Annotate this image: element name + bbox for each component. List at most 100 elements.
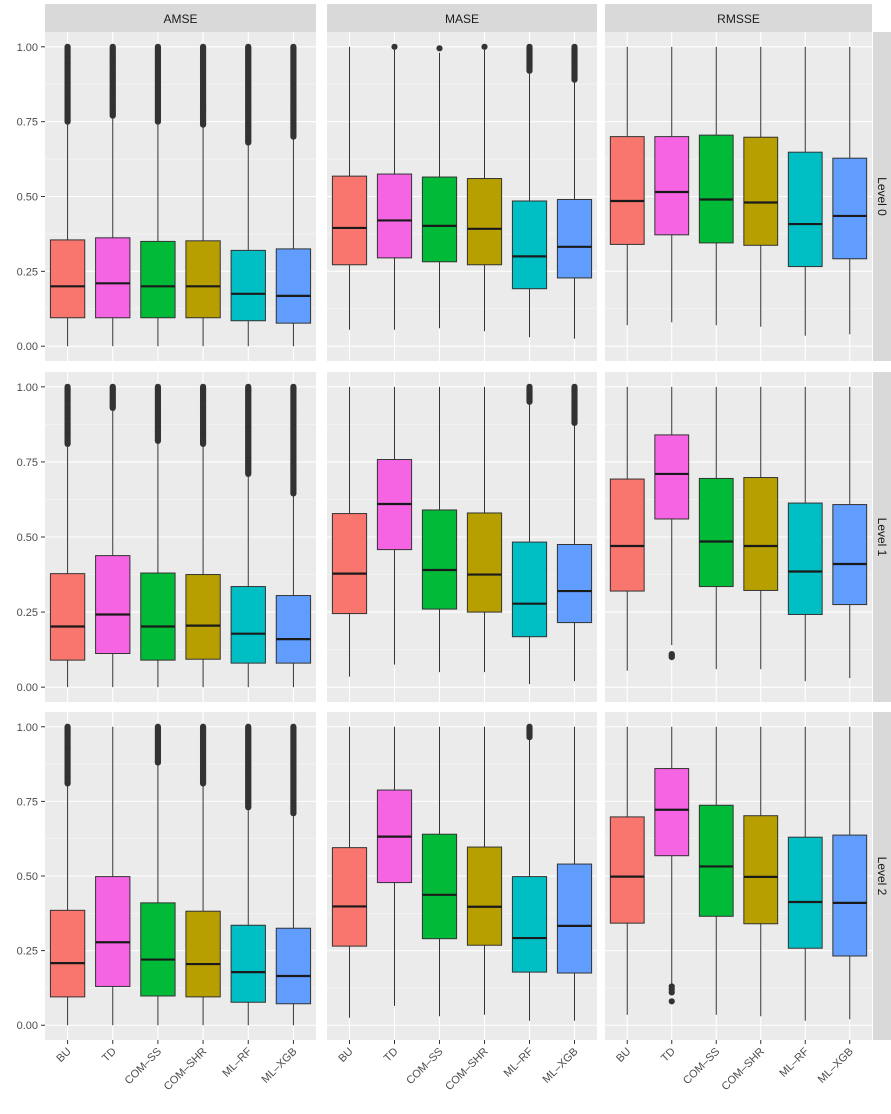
box-body [743, 136, 779, 246]
box-ML–RF [511, 383, 548, 685]
strip-row-label: Level 2 [875, 857, 889, 896]
y-tick-label: 1.00 [17, 42, 38, 54]
y-tick-label: 0.25 [17, 946, 38, 958]
box-body [832, 834, 868, 957]
box-COM–SS [698, 386, 734, 670]
box-COM–SHR [466, 386, 503, 673]
outlier-point [64, 383, 71, 390]
y-tick-label: 0.75 [17, 457, 38, 469]
box-body [331, 175, 368, 266]
box-body [230, 249, 266, 322]
strip-row-label: Level 1 [875, 518, 889, 557]
box-body [49, 909, 86, 998]
y-tick-label: 0.25 [17, 266, 38, 278]
box-body [743, 815, 779, 925]
box-body [698, 134, 734, 244]
box-ML–RF [787, 46, 823, 336]
outlier-point [668, 998, 675, 1005]
outlier-point [199, 383, 207, 390]
box-body [230, 586, 266, 664]
x-tick-label: TD [382, 1046, 401, 1065]
x-tick-label: ML–XGB [816, 1046, 856, 1086]
strip-col-bg [605, 4, 872, 32]
box-body [609, 478, 645, 592]
box-TD [654, 726, 690, 1005]
box-body [230, 924, 266, 1003]
box-BU [609, 726, 645, 1015]
facet-panel [327, 372, 597, 702]
box-body [511, 541, 548, 638]
box-body [466, 512, 503, 613]
box-BU [609, 386, 645, 671]
box-ML–XGB [275, 43, 312, 347]
box-body [787, 502, 823, 615]
y-tick-label: 0.00 [17, 1020, 38, 1032]
strip-row-label: Level 0 [875, 177, 889, 216]
box-body [331, 513, 368, 615]
box-ML–RF [787, 386, 823, 682]
outlier-point [154, 43, 162, 50]
box-body [421, 833, 458, 940]
box-COM–SS [421, 726, 458, 1017]
y-tick-label: 0.25 [17, 607, 38, 619]
box-body [140, 572, 176, 661]
y-tick-label: 0.75 [17, 796, 38, 808]
box-COM–SS [140, 383, 176, 688]
box-body [832, 157, 868, 260]
box-body [832, 504, 868, 606]
facet-panel [605, 712, 872, 1040]
box-body [609, 136, 645, 245]
box-COM–SS [698, 46, 734, 326]
box-COM–SHR [185, 723, 221, 1026]
facet-panel [45, 372, 316, 702]
box-body [556, 863, 593, 974]
x-tick-label: COM–SHR [719, 1046, 766, 1093]
x-tick-label: ML–XGB [541, 1046, 581, 1086]
outlier-point [436, 45, 443, 52]
box-body [698, 477, 734, 588]
box-ML–XGB [556, 383, 593, 682]
x-tick-label: COM–SHR [162, 1046, 209, 1093]
box-body [556, 544, 593, 624]
outlier-point [526, 43, 533, 50]
x-tick-label: TD [659, 1046, 678, 1065]
outlier-point [668, 651, 675, 658]
x-tick-label: COM–SS [404, 1046, 445, 1087]
panels-layer: AMSE MASE RMSSE Level 0 Level 1 Level 2 0.00 0.… [17, 4, 891, 1093]
outlier-point [571, 43, 578, 50]
strip-col-label: RMSSE [717, 12, 760, 26]
box-body [275, 248, 312, 324]
outlier-point [526, 723, 533, 730]
facet-panel [327, 712, 597, 1040]
facet-panel [605, 372, 872, 702]
box-body [140, 240, 176, 319]
box-body [787, 836, 823, 949]
x-tick-label: TD [100, 1046, 119, 1065]
x-tick-label: BU [336, 1046, 355, 1065]
box-body [185, 910, 221, 998]
box-body [556, 198, 593, 279]
x-tick-label: COM–SS [681, 1046, 722, 1087]
box-body [511, 876, 548, 973]
strip-row-bg [873, 32, 891, 361]
outlier-point [199, 43, 207, 50]
box-COM–SHR [743, 386, 779, 670]
box-BU [331, 386, 368, 677]
strip-col-label: AMSE [163, 12, 197, 26]
box-BU [331, 726, 368, 1018]
outlier-point [154, 383, 162, 390]
box-ML–XGB [832, 726, 868, 1020]
facet-panel [45, 32, 316, 361]
box-body [376, 173, 413, 259]
box-body [654, 434, 690, 520]
box-COM–SHR [466, 726, 503, 1015]
box-body [95, 237, 131, 319]
box-COM–SHR [743, 726, 779, 1017]
x-tick-label: ML–RF [220, 1045, 254, 1079]
box-TD [95, 726, 131, 1026]
box-TD [654, 386, 690, 661]
box-body [654, 136, 690, 236]
box-ML–XGB [275, 383, 312, 688]
outlier-point [290, 43, 297, 50]
